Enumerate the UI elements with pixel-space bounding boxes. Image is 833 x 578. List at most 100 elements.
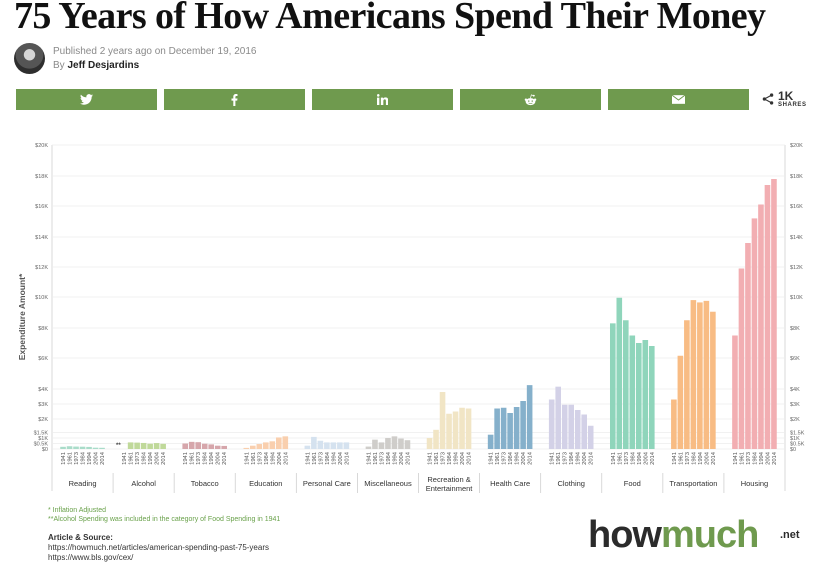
year-tick-label: 1973	[74, 452, 80, 465]
y-tick-label-left: $2K	[38, 417, 48, 423]
year-tick-label: 1994	[148, 451, 154, 465]
bar-12-1961	[738, 268, 745, 449]
bar-2-1961	[127, 442, 134, 449]
bar-1-2004	[92, 447, 99, 449]
bar-12-2004	[764, 185, 771, 449]
year-tick-label: 1994	[270, 451, 276, 465]
y-tick-label-right: $10K	[790, 295, 803, 301]
y-tick-label-right: $14K	[790, 235, 803, 241]
year-tick-label: 1994	[698, 451, 704, 465]
year-tick-label: 1973	[502, 452, 508, 465]
year-tick-label: 1961	[129, 452, 135, 465]
year-tick-label: 2014	[650, 451, 656, 465]
bar-2-1984	[140, 442, 147, 449]
year-tick-label: 1984	[203, 451, 209, 465]
year-tick-label: 2014	[467, 451, 473, 465]
source-link-article[interactable]: https://howmuch.net/articles/american-sp…	[48, 543, 269, 552]
share-linkedin-button[interactable]	[312, 89, 453, 110]
bar-9-1961	[555, 386, 562, 449]
y-tick-label-left: $12K	[35, 265, 48, 271]
author-name[interactable]: Jeff Desjardins	[67, 60, 140, 71]
bar-4-1961	[249, 445, 256, 449]
bar-4-2014	[282, 436, 289, 449]
chart-notes: * Inflation Adjusted **Alcohol Spending …	[48, 506, 280, 524]
y-tick-label-left: $3K	[38, 402, 48, 408]
y-tick-label-right: $16K	[790, 204, 803, 210]
bar-5-1994	[330, 442, 337, 449]
bar-1-1973	[73, 446, 79, 449]
year-tick-label: 1984	[569, 451, 575, 465]
share-email-button[interactable]	[608, 89, 749, 110]
year-tick-label: 1994	[515, 451, 521, 465]
inflation-note: * Inflation Adjusted	[48, 507, 106, 514]
category-label: Miscellaneous	[364, 479, 412, 488]
year-tick-label: 1941	[428, 452, 434, 465]
category-label: Transportation	[669, 479, 717, 488]
year-tick-label: 2004	[155, 451, 161, 465]
bar-10-1984	[629, 335, 636, 449]
bar-11-1941	[671, 399, 677, 449]
year-tick-label: 1984	[142, 451, 148, 465]
year-tick-label: 2004	[704, 451, 710, 465]
bar-11-1961	[677, 355, 684, 449]
bar-7-2004	[459, 407, 465, 449]
y-tick-label-right: $8K	[790, 326, 800, 332]
logo-net: .net	[780, 529, 800, 541]
bar-4-1984	[262, 442, 269, 449]
year-tick-label: 1973	[379, 452, 385, 465]
share-twitter-button[interactable]	[16, 89, 157, 110]
year-tick-label: 1994	[576, 451, 582, 465]
year-tick-label: 1973	[441, 452, 447, 465]
bar-9-1973	[561, 404, 568, 449]
howmuch-logo[interactable]: howmuch	[588, 514, 759, 557]
share-count-label: SHARES	[778, 102, 807, 108]
share-reddit-button[interactable]	[460, 89, 601, 110]
bar-6-1973	[378, 442, 385, 449]
year-tick-label: 1961	[190, 452, 196, 465]
y-tick-label-right: $2K	[790, 417, 800, 423]
year-tick-label: 2014	[589, 451, 595, 465]
bar-8-1941	[487, 434, 494, 449]
year-tick-label: 1973	[624, 452, 630, 465]
source-link-bls[interactable]: https://www.bls.gov/cex/	[48, 553, 134, 562]
bar-3-1941	[182, 443, 189, 449]
category-label: Clothing	[557, 479, 585, 488]
year-tick-label: 1941	[489, 452, 495, 465]
bar-6-2004	[398, 438, 404, 449]
author-avatar[interactable]	[14, 43, 45, 74]
year-tick-label: 1984	[325, 451, 331, 465]
year-tick-label: 1941	[550, 452, 556, 465]
year-tick-label: 2014	[711, 451, 717, 465]
year-tick-label: 1984	[264, 451, 270, 465]
publish-date: Published 2 years ago on December 19, 20…	[53, 46, 257, 57]
year-tick-label: 2004	[460, 451, 466, 465]
y-tick-label-right: $3K	[790, 402, 800, 408]
bar-7-1961	[433, 429, 439, 449]
bar-11-1984	[690, 300, 697, 449]
bar-7-1973	[439, 392, 446, 449]
bar-1-2014	[99, 447, 105, 449]
year-tick-label: 2014	[772, 451, 778, 465]
year-tick-label: 1973	[257, 452, 263, 465]
y-tick-label-right: $1.5K	[790, 431, 805, 437]
bar-3-2014	[221, 445, 228, 449]
year-tick-label: 1961	[434, 452, 440, 465]
bar-10-1973	[622, 320, 629, 449]
bar-8-1973	[500, 407, 507, 449]
share-facebook-button[interactable]	[164, 89, 305, 110]
year-tick-label: 2004	[765, 451, 771, 465]
spending-bar-chart: $0 $0$0.5K $0.5K$1K $1K$1.5K $1.5K$2K $2K$3K $…	[17, 143, 805, 493]
y-tick-label-right: $1K	[790, 436, 800, 442]
year-tick-label: 1984	[630, 451, 636, 465]
bar-11-1994	[697, 302, 703, 449]
bar-8-1994	[513, 407, 520, 449]
y-tick-label-left: $8K	[38, 326, 48, 332]
year-tick-label: 1961	[495, 452, 501, 465]
bar-6-2014	[404, 440, 411, 449]
bar-7-1941	[426, 438, 433, 449]
year-tick-label: 1994	[759, 451, 765, 465]
y-tick-label-left: $20K	[35, 143, 48, 149]
bar-10-2014	[648, 346, 655, 449]
bar-3-1994	[208, 444, 215, 449]
year-tick-label: 2014	[405, 451, 411, 465]
